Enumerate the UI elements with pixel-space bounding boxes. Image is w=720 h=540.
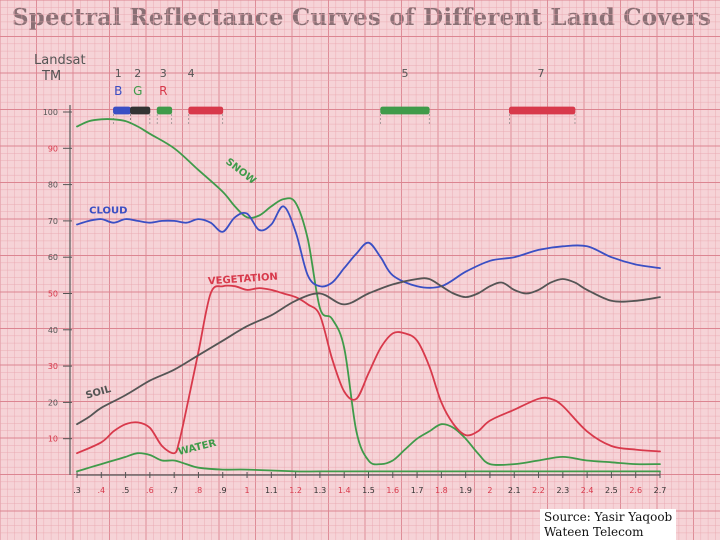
band-bar bbox=[188, 106, 224, 115]
y-tick-label: 30 bbox=[48, 362, 58, 371]
x-tick-label: .8 bbox=[195, 486, 203, 495]
x-tick-label: 2.3 bbox=[556, 486, 569, 495]
water-series-line bbox=[76, 452, 661, 473]
y-tick-label: 80 bbox=[48, 181, 58, 190]
cloud-series-line bbox=[76, 205, 661, 289]
band-number-label: 7 bbox=[537, 67, 544, 80]
band-letter-label: G bbox=[133, 84, 142, 98]
soil-series-label: SOIL bbox=[85, 384, 113, 402]
vegetation-series-line bbox=[76, 284, 661, 455]
x-tick-label: 1.6 bbox=[386, 486, 399, 495]
x-tick-label: 1.3 bbox=[314, 486, 327, 495]
x-tick-label: 1.8 bbox=[435, 486, 448, 495]
y-tick-label: 70 bbox=[48, 217, 58, 226]
band-bar bbox=[380, 106, 430, 115]
y-tick-label: 20 bbox=[48, 398, 58, 407]
y-tick-label: 100 bbox=[43, 108, 58, 117]
y-tick-label: 50 bbox=[48, 290, 58, 299]
band-number-label: 2 bbox=[134, 67, 141, 80]
x-tick-label: 2.7 bbox=[654, 486, 667, 495]
band-number-label: 5 bbox=[401, 67, 408, 80]
x-tick-label: 2.5 bbox=[605, 486, 618, 495]
band-number-label: 4 bbox=[188, 67, 195, 80]
band-bar bbox=[130, 106, 151, 115]
band-number-label: 1 bbox=[115, 67, 122, 80]
x-tick-label: 2.4 bbox=[581, 486, 594, 495]
x-tick-label: 1.2 bbox=[289, 486, 302, 495]
band-bar bbox=[113, 106, 131, 115]
x-tick-label: 1.9 bbox=[459, 486, 472, 495]
chart-title: Spectral Reflectance Curves of Different… bbox=[12, 4, 712, 31]
y-tick-label: 90 bbox=[48, 144, 58, 153]
x-tick-label: .5 bbox=[122, 486, 130, 495]
x-tick-label: 1 bbox=[244, 486, 249, 495]
x-tick-label: 2.6 bbox=[629, 486, 642, 495]
x-tick-label: 1.4 bbox=[338, 486, 351, 495]
landsat-label: Landsat bbox=[34, 53, 86, 68]
x-tick-label: .3 bbox=[73, 486, 81, 495]
x-tick-label: 2 bbox=[487, 486, 492, 495]
x-tick-label: 1.1 bbox=[265, 486, 278, 495]
x-tick-label: .6 bbox=[146, 486, 154, 495]
band-bar bbox=[508, 106, 576, 115]
x-tick-label: .7 bbox=[170, 486, 178, 495]
band-number-label: 3 bbox=[160, 67, 167, 80]
y-tick-label: 10 bbox=[48, 435, 58, 444]
landsat-tm-label: TM bbox=[41, 69, 61, 84]
x-tick-label: 2.2 bbox=[532, 486, 545, 495]
x-tick-label: 1.7 bbox=[411, 486, 424, 495]
cloud-series-label: CLOUD bbox=[89, 206, 127, 217]
x-tick-label: .9 bbox=[219, 486, 227, 495]
snow-series-line bbox=[76, 118, 661, 466]
x-tick-label: 2.1 bbox=[508, 486, 521, 495]
source-line-2: Wateen Telecom bbox=[544, 525, 644, 539]
band-letter-label: B bbox=[114, 84, 122, 98]
band-letter-label: R bbox=[159, 84, 167, 98]
chart-axes: .3 .4 .5 .6 .7 .8 .9 1 1.1 1.2 1.3 1.4 1.5 1.6 1.7 1.8 1… bbox=[43, 105, 667, 495]
vegetation-series-label: VEGETATION bbox=[208, 272, 279, 288]
source-credit: Source: Yasir Yaqoob Wateen Telecom bbox=[540, 509, 677, 540]
x-tick-label: 1.5 bbox=[362, 486, 375, 495]
source-line-1: Source: Yasir Yaqoob bbox=[544, 510, 673, 524]
y-tick-label: 40 bbox=[48, 326, 58, 335]
soil-series-line bbox=[76, 277, 661, 426]
x-tick-label: .4 bbox=[97, 486, 105, 495]
band-bar bbox=[156, 106, 173, 115]
y-tick-label: 60 bbox=[48, 253, 58, 262]
